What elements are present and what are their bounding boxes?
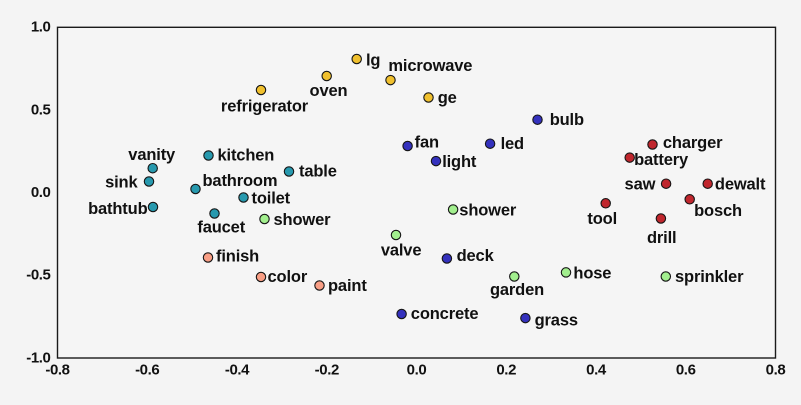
- svg-text:0.6: 0.6: [676, 361, 696, 378]
- svg-text:0.2: 0.2: [496, 361, 516, 378]
- svg-text:drill: drill: [647, 229, 677, 247]
- svg-text:fan: fan: [415, 134, 439, 152]
- svg-text:finish: finish: [216, 248, 259, 266]
- svg-text:tool: tool: [587, 210, 617, 228]
- svg-text:dewalt: dewalt: [715, 176, 766, 194]
- svg-text:kitchen: kitchen: [218, 147, 275, 165]
- svg-text:grass: grass: [535, 312, 578, 330]
- svg-text:saw: saw: [625, 176, 656, 194]
- svg-text:vanity: vanity: [128, 146, 176, 164]
- svg-text:0.8: 0.8: [766, 361, 786, 378]
- svg-text:paint: paint: [328, 277, 367, 295]
- svg-text:concrete: concrete: [411, 305, 479, 323]
- svg-text:0.0: 0.0: [31, 184, 51, 201]
- svg-text:-0.5: -0.5: [26, 267, 50, 284]
- svg-text:color: color: [268, 268, 308, 286]
- svg-text:refrigerator: refrigerator: [221, 98, 309, 116]
- svg-text:bulb: bulb: [550, 111, 584, 129]
- svg-text:0.4: 0.4: [586, 361, 607, 378]
- svg-text:led: led: [501, 135, 524, 153]
- svg-text:shower: shower: [274, 211, 332, 229]
- svg-text:faucet: faucet: [197, 219, 245, 237]
- svg-text:lg: lg: [366, 52, 380, 70]
- svg-text:-1.0: -1.0: [26, 349, 50, 366]
- svg-text:-0.6: -0.6: [135, 361, 159, 378]
- svg-text:deck: deck: [457, 247, 495, 265]
- svg-text:garden: garden: [490, 281, 544, 299]
- svg-text:toilet: toilet: [252, 190, 291, 208]
- svg-text:oven: oven: [310, 82, 348, 100]
- svg-text:table: table: [299, 163, 337, 181]
- svg-text:sink: sink: [105, 174, 138, 192]
- svg-text:-0.8: -0.8: [45, 361, 69, 378]
- svg-text:-0.2: -0.2: [315, 361, 339, 378]
- svg-text:-0.4: -0.4: [225, 361, 250, 378]
- svg-text:bosch: bosch: [694, 202, 742, 220]
- svg-text:hose: hose: [573, 264, 611, 282]
- svg-text:0.0: 0.0: [407, 361, 427, 378]
- svg-text:bathtub: bathtub: [88, 200, 148, 218]
- svg-text:1.0: 1.0: [31, 19, 51, 36]
- svg-text:ge: ge: [438, 89, 457, 107]
- svg-text:shower: shower: [459, 202, 517, 220]
- svg-text:valve: valve: [381, 242, 422, 260]
- svg-text:charger: charger: [663, 134, 723, 152]
- svg-text:0.5: 0.5: [31, 101, 51, 118]
- svg-text:battery: battery: [634, 151, 689, 169]
- svg-text:light: light: [442, 153, 477, 171]
- svg-text:sprinkler: sprinkler: [675, 268, 744, 286]
- svg-text:microwave: microwave: [388, 57, 472, 75]
- svg-text:bathroom: bathroom: [203, 172, 278, 190]
